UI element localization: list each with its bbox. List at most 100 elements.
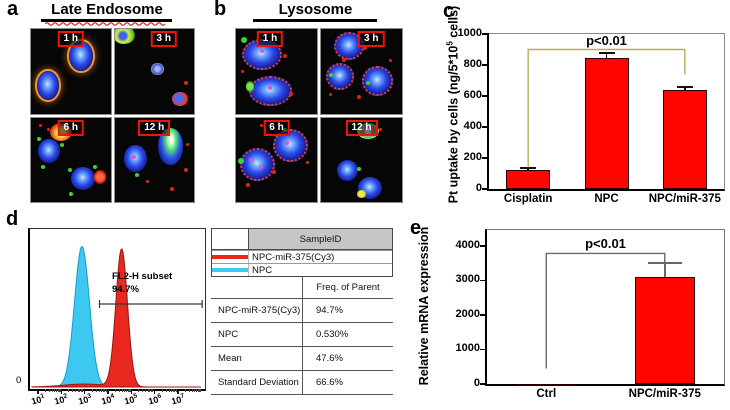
red-series-swatch — [212, 255, 248, 259]
x-category-label: NPC/miR-375 — [648, 193, 721, 205]
x-minor-tick — [49, 389, 51, 392]
legend-label: NPC-miR-375(Cy3) — [252, 251, 335, 263]
x-minor-tick — [124, 389, 126, 392]
red-dot — [260, 124, 264, 128]
stats-header-row: Freq. of Parent — [211, 277, 393, 299]
red-dot — [389, 59, 393, 63]
c-bar-chart-plot: 0 200 400 600 800 1000 Cisplatin NPC NPC/miR-375… — [458, 27, 725, 205]
micro-a-1h: 1 h — [30, 28, 112, 115]
x-minor-tick — [199, 389, 201, 392]
panel-letter-b: b — [214, 0, 227, 20]
cell-blob — [38, 138, 61, 164]
stats-header-freq: Freq. of Parent — [316, 282, 380, 293]
magenta-dot — [248, 158, 253, 163]
x-minor-tick — [142, 389, 144, 392]
y-tick — [482, 33, 489, 35]
x-minor-tick — [98, 389, 100, 392]
stats-row-label: NPC-miR-375(Cy3) — [211, 299, 303, 322]
panel-a-title: Late Endosome — [51, 1, 163, 18]
x-minor-tick — [189, 389, 191, 392]
x-category-label: Cisplatin — [503, 193, 553, 205]
red-dot — [170, 186, 175, 191]
cell-blob — [93, 169, 106, 185]
green-dot — [356, 166, 361, 171]
y-tick-label: 2000 — [455, 307, 480, 320]
stats-row-value: 94.7% — [316, 305, 343, 316]
time-chip: 6 h — [57, 119, 84, 136]
legend-label: NPC — [252, 264, 273, 276]
green-dot — [93, 164, 97, 169]
green-dot — [59, 142, 64, 147]
red-dot — [240, 69, 244, 73]
red-dot — [184, 81, 189, 86]
y-tick — [480, 348, 487, 351]
x-minor-tick — [54, 389, 56, 392]
stats-table: Freq. of Parent NPC-miR-375(Cy3) 94.7% N… — [211, 277, 393, 395]
green-dot — [366, 81, 371, 86]
micro-a-6h: 6 h — [30, 116, 112, 203]
cell-blob — [114, 28, 136, 45]
error-bar — [663, 263, 666, 277]
x-major-tick — [83, 389, 86, 394]
y-tick-label: 0 — [473, 377, 480, 389]
y-tick-label: 800 — [463, 58, 482, 70]
panel-letter-a: a — [7, 0, 19, 20]
table-row: Mean 47.6% — [211, 347, 393, 371]
x-minor-tick — [196, 389, 198, 392]
error-bar-cap — [647, 262, 682, 265]
cell-blob — [240, 147, 275, 181]
legend-row: NPC-miR-375(Cy3) — [212, 250, 392, 263]
magenta-dot — [131, 154, 136, 159]
time-chip: 1 h — [256, 31, 284, 47]
bar-Cisplatin — [506, 170, 551, 189]
stats-row-label: Mean — [211, 347, 303, 370]
x-minor-tick — [170, 389, 172, 392]
time-chip: 3 h — [150, 31, 178, 47]
x-minor-tick — [79, 389, 81, 392]
bar-Ctrl — [516, 383, 577, 386]
x-minor-tick — [105, 389, 107, 392]
red-dot — [289, 91, 294, 96]
time-chip: 1 h — [57, 31, 84, 47]
table-row: NPC 0.530% — [211, 323, 393, 347]
significance-label: p<0.01 — [585, 236, 626, 252]
x-minor-tick — [165, 389, 167, 392]
y-tick — [480, 279, 487, 282]
red-dot — [146, 180, 150, 184]
panel-a-image-grid: 1 h 3 h 6 h — [30, 28, 195, 203]
significance-label: p<0.01 — [586, 32, 627, 48]
red-dot — [46, 128, 50, 132]
x-tick-label: 104 — [100, 392, 115, 407]
y-tick — [480, 244, 487, 247]
bar-NPC/miR-375 — [662, 89, 707, 189]
green-dot — [67, 168, 72, 173]
d-x-axis: 101 102 103 104 105 106 107 — [28, 389, 213, 410]
gate-label: FL2-H subset — [112, 271, 173, 282]
x-minor-tick — [115, 389, 116, 392]
red-dot — [363, 45, 368, 50]
x-minor-tick — [147, 389, 149, 392]
green-dot — [329, 72, 334, 77]
x-category-label: NPC — [594, 193, 619, 205]
x-major-tick — [177, 389, 179, 394]
cell-blob — [361, 66, 394, 96]
x-tick-label: 102 — [53, 392, 69, 407]
x-minor-tick — [192, 389, 194, 392]
green-dot — [69, 191, 74, 196]
legend-swatch-cell — [212, 251, 249, 263]
error-bar — [527, 167, 529, 171]
x-tick-label: 103 — [76, 392, 92, 407]
error-bar-cap — [676, 86, 693, 88]
magenta-dot — [268, 86, 273, 91]
x-minor-tick — [194, 389, 196, 392]
red-dot — [271, 169, 276, 174]
x-major-tick — [153, 389, 156, 394]
green-dot — [237, 158, 244, 165]
x-minor-tick — [197, 389, 199, 392]
red-dot — [329, 93, 333, 97]
time-chip: 3 h — [357, 31, 385, 47]
x-minor-tick — [129, 389, 131, 392]
y-tick — [482, 64, 489, 66]
gate-value: 94.7% — [112, 284, 139, 295]
